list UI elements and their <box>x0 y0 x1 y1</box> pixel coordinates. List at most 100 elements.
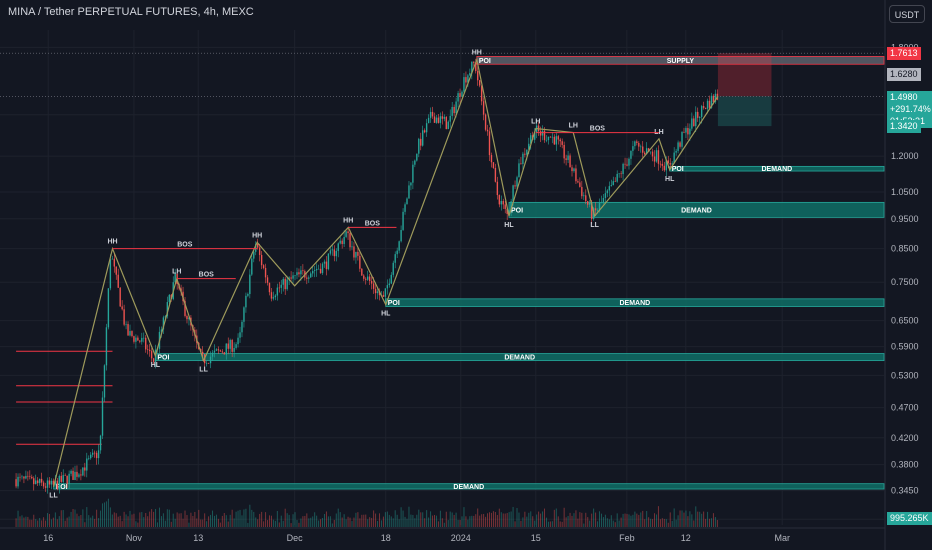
volume-bar <box>253 511 255 527</box>
volume-bar <box>669 512 671 527</box>
candle-body <box>347 231 349 234</box>
volume-bar <box>58 516 60 527</box>
candle-body <box>351 246 353 248</box>
zone-label: DEMAND <box>761 166 792 173</box>
volume-bar <box>23 517 25 527</box>
volume-bar <box>665 519 667 527</box>
volume-bar <box>147 516 149 527</box>
volume-bar <box>644 519 646 527</box>
candle-body <box>207 362 210 364</box>
y-tick-label: 0.7500 <box>891 277 919 287</box>
volume-bar <box>569 512 571 527</box>
candle-body <box>681 131 683 147</box>
candle-body <box>292 275 294 279</box>
volume-bar <box>640 512 642 527</box>
volume-bar <box>237 510 239 527</box>
candle-body <box>630 150 632 159</box>
candle-body <box>512 185 514 202</box>
candle-body <box>642 146 644 153</box>
volume-bar <box>41 520 43 527</box>
candle-body <box>40 478 43 483</box>
candle-body <box>123 309 125 325</box>
candle-body <box>270 292 273 299</box>
volume-bar <box>705 518 707 527</box>
volume-bar <box>551 521 553 527</box>
volume-bar <box>25 516 27 527</box>
volume-bar <box>703 511 705 527</box>
candle-body <box>209 356 212 364</box>
candle-body <box>514 185 516 187</box>
volume-bar <box>494 511 496 527</box>
candle-body <box>671 163 673 165</box>
volume-bar <box>176 512 178 527</box>
volume-bar <box>685 510 687 527</box>
volume-bar <box>659 519 661 527</box>
candle-body <box>42 482 45 487</box>
volume-bar <box>512 506 514 527</box>
candle-body <box>335 250 337 257</box>
currency-button[interactable]: USDT <box>889 5 925 23</box>
candle-body <box>286 279 288 290</box>
volume-bar <box>272 519 274 527</box>
candle-body <box>143 337 145 339</box>
volume-bar <box>648 517 650 527</box>
volume-bar <box>701 513 703 527</box>
volume-bar <box>174 518 176 527</box>
candle-body <box>345 231 347 237</box>
volume-bar <box>322 517 324 527</box>
time-axis[interactable]: 16 Nov 13 Dec 18 2024 15 Feb 12 Mar <box>43 533 790 543</box>
candle-body <box>445 116 447 130</box>
volume-bar <box>620 517 622 527</box>
structure-point-label: LH <box>531 119 540 126</box>
volume-bar <box>689 511 691 527</box>
candle-body <box>608 186 611 191</box>
volume-bar <box>229 514 231 527</box>
volume-bar <box>90 517 92 527</box>
candle-body <box>610 185 612 187</box>
candle-body <box>229 339 231 349</box>
long-position-tool[interactable] <box>717 53 772 127</box>
structure-point-label: LL <box>590 222 599 229</box>
volume-bar <box>37 520 39 527</box>
volume-bar <box>52 517 54 527</box>
candle-body <box>663 165 666 171</box>
volume-bar <box>585 512 587 527</box>
volume-bar <box>510 511 512 527</box>
candle-body <box>227 343 229 349</box>
candle-body <box>255 243 257 252</box>
zone-label: DEMAND <box>620 300 651 307</box>
volume-bar <box>249 504 251 527</box>
volume-bar <box>333 519 335 527</box>
volume-bar <box>141 512 143 527</box>
candle-body <box>260 254 263 266</box>
volume-bar <box>308 518 310 527</box>
volume-bar <box>373 510 375 527</box>
candle-body <box>620 173 622 175</box>
candle-body <box>174 273 176 283</box>
volume-bar <box>21 515 23 527</box>
volume-bar <box>66 517 68 527</box>
candle-body <box>317 268 320 270</box>
candle-body <box>526 149 528 155</box>
candle-body <box>91 452 94 455</box>
volume-bar <box>498 508 500 527</box>
volume-bar <box>251 509 253 527</box>
volume-bar <box>123 511 125 527</box>
candle-body <box>68 473 70 484</box>
volume-bar <box>528 512 530 527</box>
candle-body <box>645 148 648 155</box>
volume-bar <box>430 511 432 527</box>
candle-body <box>628 158 630 166</box>
volume-bar <box>184 510 186 527</box>
candle-body <box>392 262 394 275</box>
candle-body <box>241 321 243 333</box>
volume-bar <box>441 518 443 527</box>
volume-bar <box>583 523 585 527</box>
candle-body <box>557 136 559 140</box>
zone-label: DEMAND <box>504 355 535 362</box>
volume-bar <box>545 517 547 527</box>
candle-body <box>115 266 117 275</box>
volume-bar <box>538 511 540 527</box>
